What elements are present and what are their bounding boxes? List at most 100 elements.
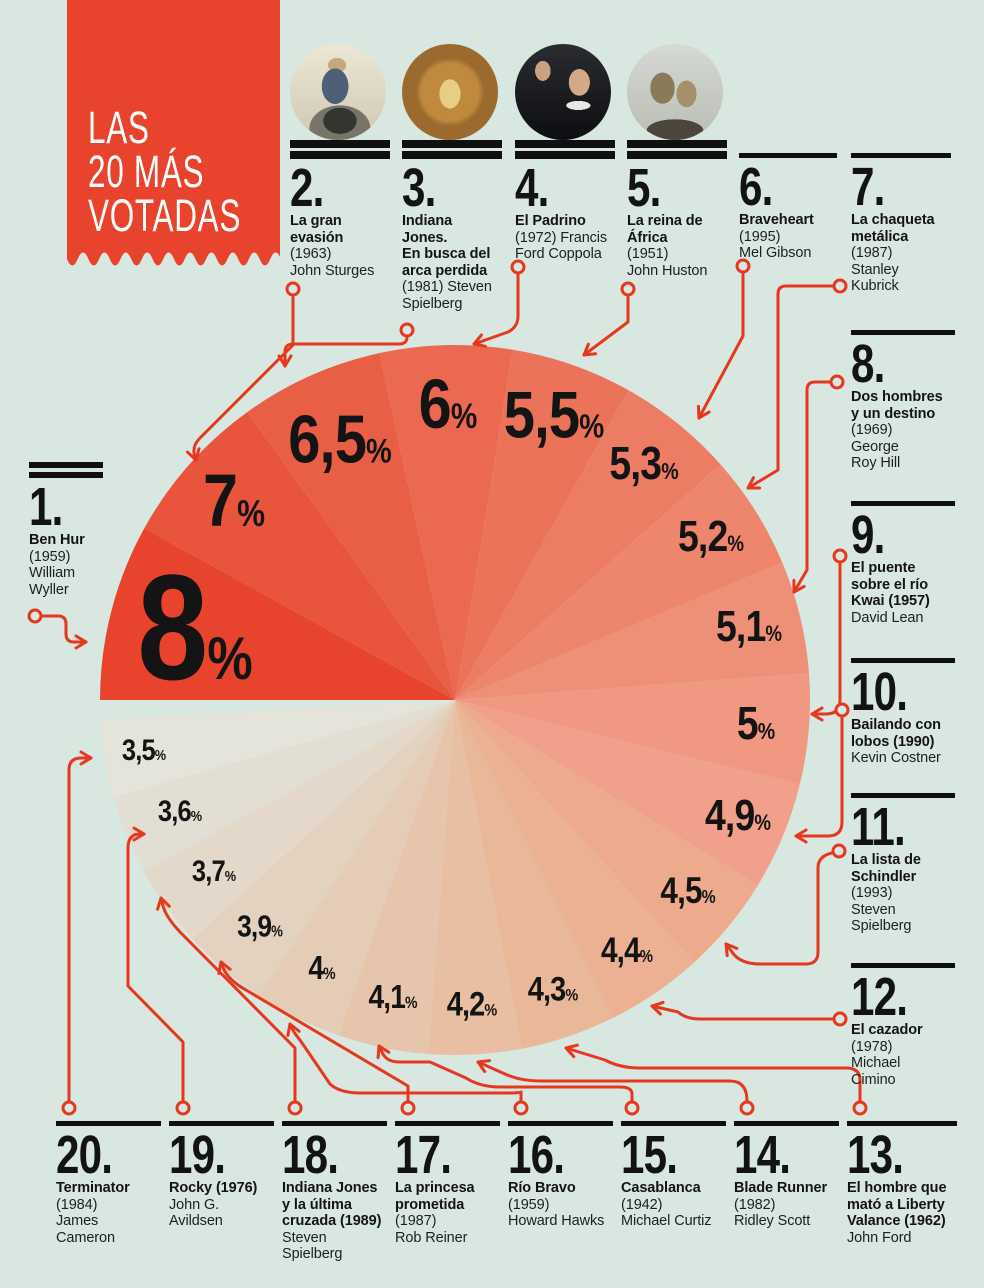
entry-rank-number-text: 13. <box>847 1125 904 1185</box>
entry-movie-credits: David Lean <box>851 609 924 626</box>
connector-pin-13 <box>852 1100 868 1116</box>
entry-rule-11 <box>851 793 955 798</box>
pie-slice-8 <box>455 562 809 700</box>
connector-line-15 <box>376 1044 634 1103</box>
pie-slice-3 <box>247 353 455 700</box>
entry-rank-number-text: 15. <box>621 1125 678 1185</box>
entry-movie-credits: (1995) Mel Gibson <box>739 228 812 262</box>
entry-movie-credits: (1942) Michael Curtiz <box>621 1196 712 1230</box>
entry-rank-number-text: 16. <box>508 1125 565 1185</box>
entry-rank-number: 10. <box>851 662 955 722</box>
connector-pin-15 <box>624 1100 640 1116</box>
pie-slice-18 <box>144 700 456 939</box>
entry-movie-title: Braveheart <box>739 212 814 228</box>
connector-pin-9 <box>832 548 848 564</box>
entry-rank-number: 6. <box>739 160 837 214</box>
entry-rank-number: 11. <box>851 800 955 854</box>
connector-pin-18 <box>287 1100 303 1116</box>
entry-rank-number: 2. <box>290 158 390 218</box>
entry-movie-credits: (1972) Francis Ford Coppola <box>515 229 608 263</box>
pie-slice-16 <box>258 700 455 1036</box>
page-title-line: LAS <box>88 102 150 153</box>
entry-rule-19 <box>169 1121 274 1126</box>
entry-movie-title: Indiana Jones. En busca del arca perdida <box>402 213 491 279</box>
movie-entry-18: 18. Indiana Jones y la última cruzada (19… <box>282 1121 387 1263</box>
entry-movie-credits: (1959) Howard Hawks <box>508 1196 605 1230</box>
entry-movie-title: El cazador <box>851 1022 923 1038</box>
pie-slice-19 <box>113 700 455 872</box>
entry-rank-number-text: 12. <box>851 967 908 1027</box>
pie-slice-15 <box>338 700 455 1054</box>
entry-rule-2 <box>290 140 390 159</box>
pie-slice-20 <box>100 700 455 798</box>
movie-entry-5: 5. La reina de África (1951) John Huston <box>627 44 727 279</box>
entry-rule-17 <box>395 1121 500 1126</box>
entry-rank-number: 18. <box>282 1128 387 1182</box>
entry-rule-13 <box>847 1121 957 1126</box>
entry-rank-number: 15. <box>621 1125 726 1185</box>
movie-entry-9: 9. El puente sobre el río Kwai (1957) Davi… <box>851 501 955 626</box>
entry-rule-4 <box>515 140 615 159</box>
connector-pin-4 <box>510 259 526 275</box>
entry-rank-number: 16. <box>508 1125 613 1185</box>
entry-rank-number: 19. <box>169 1125 274 1185</box>
movie-photo-3 <box>402 44 498 140</box>
connector-pin-2 <box>285 281 301 297</box>
movie-entry-2: 2. La gran evasión (1963) John Sturges <box>290 44 390 279</box>
entry-rank-number-text: 10. <box>851 662 908 722</box>
entry-rank-number-text: 14. <box>734 1125 791 1185</box>
connector-pin-5 <box>620 281 636 297</box>
movie-entry-16: 16. Río Bravo (1959) Howard Hawks <box>508 1121 613 1230</box>
movie-entry-3: 3. Indiana Jones. En busca del arca perdi… <box>402 44 502 312</box>
entry-rank-number-text: 3. <box>402 158 436 218</box>
entry-movie-title: Casablanca <box>621 1180 701 1196</box>
pie-slice-2 <box>144 412 456 700</box>
connector-line-17 <box>217 960 410 1103</box>
movie-entry-10: 10. Bailando con lobos (1990) Kevin Costne… <box>851 658 955 767</box>
entry-movie-credits: (1987) Rob Reiner <box>395 1213 468 1246</box>
pie-slice-4 <box>379 344 513 700</box>
connector-pin-17 <box>400 1100 416 1116</box>
pie-slice-6 <box>455 390 721 700</box>
entry-movie-title: Río Bravo <box>508 1180 576 1196</box>
entry-rank-number-text: 20. <box>56 1125 113 1185</box>
movie-entry-12: 12. El cazador (1978) Michael Cimino <box>851 963 955 1088</box>
connector-line-5 <box>582 294 630 357</box>
connector-line-18 <box>156 896 297 1103</box>
pie-slice-1 <box>100 528 455 700</box>
movie-entry-17: 17. La princesa prometida (1987) Rob Reine… <box>395 1121 500 1246</box>
entry-rank-number-text: 19. <box>169 1125 226 1185</box>
entry-rule-3 <box>402 140 502 159</box>
entry-rank-number-text: 2. <box>290 158 324 218</box>
entry-movie-credits: (1984) James Cameron <box>56 1196 115 1246</box>
pie-slice-9 <box>455 673 810 785</box>
connector-pin-3 <box>399 322 415 338</box>
entry-movie-credits: (1981) Steven Spielberg <box>402 279 492 312</box>
entry-movie-credits: (1959) William Wyller <box>29 548 76 598</box>
connector-pin-16 <box>513 1100 529 1116</box>
connector-line-16 <box>286 1022 523 1103</box>
connector-pin-7 <box>832 278 848 294</box>
entry-movie-title: Rocky (1976) <box>169 1180 258 1196</box>
entry-movie-title: Blade Runner <box>734 1180 828 1196</box>
entry-rule-8 <box>851 330 955 335</box>
connector-line-7 <box>746 284 835 490</box>
pie-slice-7 <box>455 464 783 700</box>
entry-movie-title: Bailando con lobos (1990) <box>851 717 941 750</box>
entry-movie-credits: John G. Avildsen <box>169 1196 223 1230</box>
connector-pin-14 <box>739 1100 755 1116</box>
entry-rule-15 <box>621 1121 726 1126</box>
entry-movie-credits: Kevin Costner <box>851 750 941 766</box>
pie-slice-12 <box>455 700 694 1018</box>
title-banner: LAS 20 MÁS VOTADAS <box>67 0 280 266</box>
entry-movie-title: La reina de África <box>627 213 703 246</box>
connector-pin-10 <box>834 702 850 718</box>
entry-rank-number-text: 8. <box>851 334 885 394</box>
connector-line-10 <box>794 715 844 844</box>
connector-line-8 <box>792 380 832 594</box>
entry-rank-number: 17. <box>395 1128 500 1182</box>
entry-rank-number: 13. <box>847 1125 957 1185</box>
movie-entry-15: 15. Casablanca (1942) Michael Curtiz <box>621 1121 726 1230</box>
